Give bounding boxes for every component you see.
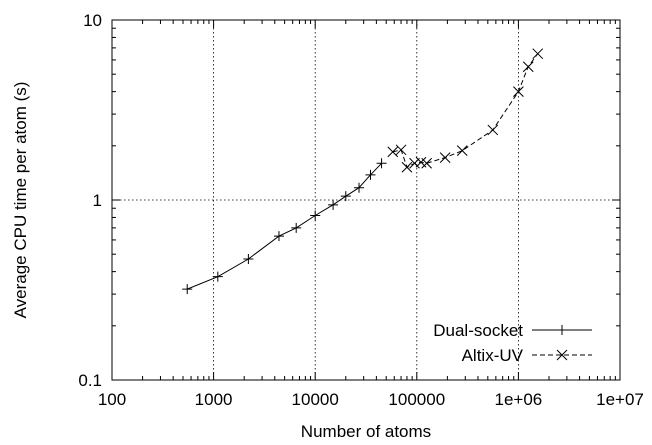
data-point xyxy=(523,62,533,72)
series-line xyxy=(187,163,381,289)
data-point xyxy=(274,231,284,241)
data-point xyxy=(422,158,432,168)
series-layer xyxy=(182,49,543,294)
data-point xyxy=(396,145,406,155)
y-tick-label: 0.1 xyxy=(78,371,102,390)
data-point xyxy=(182,284,192,294)
legend: Dual-socket Altix-UV xyxy=(433,321,592,365)
legend-marker xyxy=(557,325,567,335)
x-tick-label: 10000 xyxy=(292,390,339,409)
series-altix-uv xyxy=(388,49,543,173)
data-point xyxy=(457,146,467,156)
grid-lines xyxy=(112,20,620,380)
legend-label-altix-uv: Altix-UV xyxy=(462,346,524,365)
data-point xyxy=(243,254,253,264)
x-tick-label: 1e+07 xyxy=(596,390,644,409)
x-axis-title: Number of atoms xyxy=(301,422,431,441)
legend-sample-altix-uv xyxy=(532,350,592,360)
data-point xyxy=(533,49,543,59)
data-point xyxy=(388,147,398,157)
x-tick-labels: 100 1000 10000 100000 1e+06 1e+07 xyxy=(98,390,644,409)
series-line xyxy=(393,54,538,168)
data-point xyxy=(440,153,450,163)
series-dual-socket xyxy=(182,158,386,294)
legend-label-dual-socket: Dual-socket xyxy=(433,321,523,340)
x-tick-label: 100 xyxy=(98,390,126,409)
legend-sample-dual-socket xyxy=(532,325,592,335)
data-point xyxy=(488,125,498,135)
y-tick-label: 1 xyxy=(93,191,102,210)
data-point xyxy=(310,211,320,221)
x-tick-label: 1e+06 xyxy=(495,390,543,409)
y-axis-title: Average CPU time per atom (s) xyxy=(11,82,30,319)
x-tick-label: 1000 xyxy=(195,390,233,409)
x-tick-label: 100000 xyxy=(388,390,445,409)
data-point xyxy=(213,272,223,282)
data-point xyxy=(291,223,301,233)
y-tick-label: 10 xyxy=(83,11,102,30)
y-tick-labels: 0.1 1 10 xyxy=(78,11,102,390)
data-point xyxy=(328,200,338,210)
